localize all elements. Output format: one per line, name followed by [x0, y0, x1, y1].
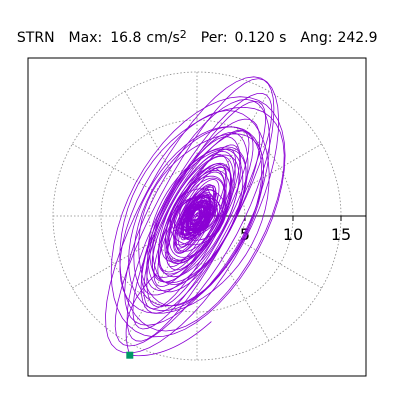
orbit-trace	[176, 185, 216, 252]
orbit-trace	[140, 118, 261, 314]
orbit-trace	[133, 126, 264, 307]
orbit-trace	[152, 148, 247, 285]
end-marker-group	[126, 351, 134, 359]
orbit-core-trace	[186, 203, 208, 229]
orbit-trace	[146, 130, 254, 308]
plot-frame	[27, 57, 367, 377]
orbit-trace	[114, 78, 275, 347]
angle-label: Ang:	[300, 30, 333, 46]
max-unit-exponent: 2	[179, 28, 187, 41]
orbit-trace	[119, 106, 285, 332]
orbit-core-trace	[190, 206, 206, 218]
orbit-trace	[166, 171, 226, 262]
orbit-trace	[138, 133, 265, 307]
orbit-trace	[172, 177, 225, 252]
station-code: STRN	[16, 30, 55, 46]
orbit-trace	[124, 98, 271, 326]
max-label: Max:	[68, 30, 103, 46]
orbit-core-trace	[170, 188, 227, 241]
orbit-trace	[110, 96, 286, 338]
orbit-core-trace	[185, 199, 209, 228]
orbit-trace	[126, 93, 273, 342]
angle-value: 242.9	[337, 30, 378, 46]
chart-header: STRN Max: 16.8 cm/s2 Per: 0.120 s Ang: 242.9	[8, 14, 378, 46]
orbit-trace	[167, 164, 232, 264]
max-value: 16.8	[110, 30, 142, 46]
orbit-trace	[132, 100, 266, 330]
orbit-trace	[128, 126, 263, 312]
orbit-trace	[119, 110, 270, 314]
orbit-trace	[153, 148, 237, 288]
orbit-trace	[151, 150, 236, 283]
grid-spoke	[220, 257, 270, 341]
orbit-traces	[105, 76, 286, 357]
orbit-trace	[105, 76, 280, 354]
orbit-trace	[143, 129, 250, 310]
orbit-core-trace	[189, 209, 202, 221]
end-marker	[126, 351, 134, 359]
period-value: 0.120 s	[234, 30, 287, 46]
period-label: Per:	[200, 30, 228, 46]
radial-tick-label: 10	[283, 225, 303, 244]
orbit-trace	[157, 154, 240, 278]
orbit-trace	[147, 146, 247, 293]
radial-tick-label: 15	[331, 225, 351, 244]
orbit-trace	[157, 155, 234, 275]
orbit-core-trace	[169, 195, 224, 246]
orbit-core-trace	[180, 195, 211, 236]
max-unit: cm/s	[146, 30, 180, 46]
orbit-trace	[146, 132, 249, 292]
orbit-trace	[149, 148, 244, 284]
